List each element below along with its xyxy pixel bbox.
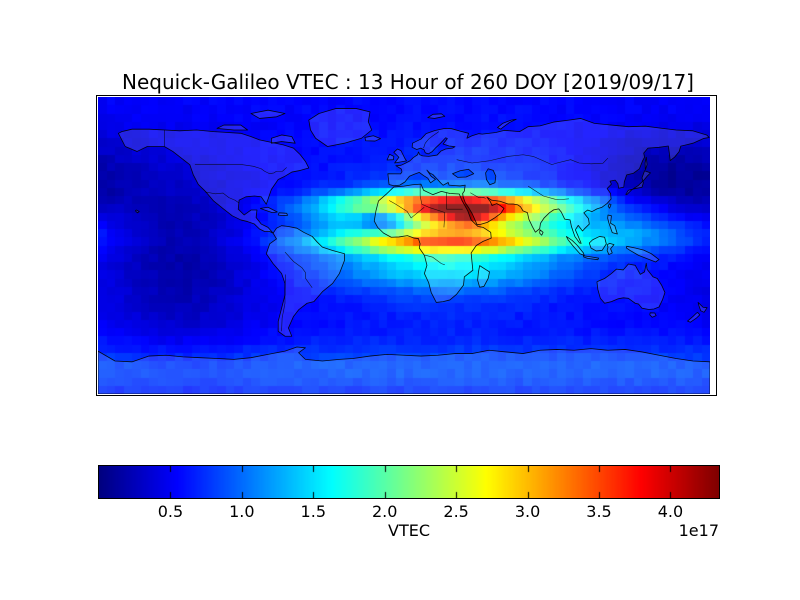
colorbar-tick-label: 1.5 (300, 502, 327, 521)
colorbar-exponent-label: 1e17 (678, 521, 719, 540)
colorbar-tick-label: 0.5 (157, 502, 184, 521)
vtec-heatmap-canvas (98, 96, 710, 394)
colorbar-tick-label: 1.0 (229, 502, 255, 521)
colorbar-tick-label: 2.5 (443, 502, 469, 521)
colorbar-tick-label: 2.0 (371, 502, 398, 521)
colorbar-tick-label: 4.0 (657, 502, 684, 521)
colorbar-axis-label: VTEC (388, 521, 430, 540)
colorbar-frame (98, 465, 720, 499)
plot-title: Nequick-Galileo VTEC : 13 Hour of 260 DO… (121, 70, 694, 94)
colorbar-tick-label: 3.5 (586, 502, 612, 521)
colorbar-tick-label: 3.0 (514, 502, 541, 521)
colorbar-gradient-canvas (99, 466, 719, 498)
